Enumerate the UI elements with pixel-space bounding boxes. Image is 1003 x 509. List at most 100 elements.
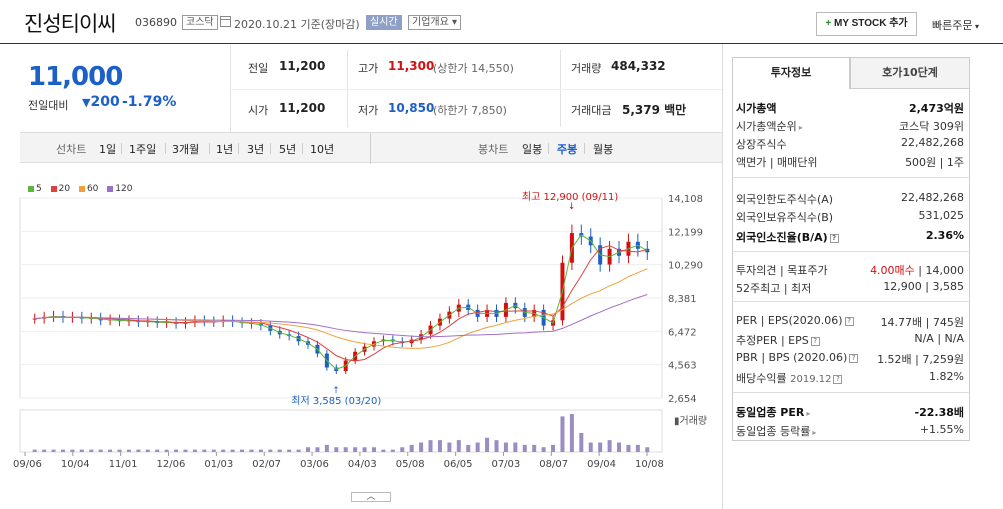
candle-daily[interactable]: 일봉 bbox=[522, 143, 543, 156]
row-label: 추정PER | EPS bbox=[736, 334, 809, 347]
period-3y[interactable]: 3년 bbox=[247, 143, 265, 156]
help-icon[interactable]: ? bbox=[844, 316, 854, 326]
divider bbox=[732, 301, 970, 302]
row-value: 22,482,268 bbox=[901, 136, 964, 149]
legend-ma5: 5 bbox=[28, 184, 42, 194]
x-tick-label: 01/03 bbox=[204, 459, 233, 470]
low-arrow-icon: ↑ bbox=[332, 386, 340, 396]
help-icon[interactable]: ? bbox=[829, 233, 839, 243]
x-tick-label: 11/01 bbox=[109, 459, 138, 470]
volume-bar bbox=[126, 449, 131, 452]
row-value: +1.55% bbox=[919, 423, 964, 436]
page-header bbox=[0, 0, 1003, 44]
y-tick-label: 14,108 bbox=[668, 194, 703, 205]
period-1y[interactable]: 1년 bbox=[216, 143, 234, 156]
market-cap-rank-row[interactable]: 시가총액순위 ▸ 코스닥 309위 bbox=[732, 116, 970, 134]
divider bbox=[230, 45, 231, 132]
tab-invest-info[interactable]: 투자정보 bbox=[732, 57, 850, 89]
y-tick-label: 4,563 bbox=[668, 361, 697, 372]
company-overview-dropdown[interactable]: 기업개요 ▾ bbox=[408, 15, 462, 30]
x-tick-label: 06/05 bbox=[444, 459, 473, 470]
add-mystock-button[interactable]: + MY STOCK 추가 bbox=[816, 12, 917, 36]
high-arrow-icon: ↓ bbox=[568, 202, 576, 212]
row-value: 1.52배 | 7,259원 bbox=[877, 353, 964, 366]
tab-quote-10[interactable]: 호가10단계 bbox=[850, 57, 970, 89]
candle-monthly[interactable]: 월봉 bbox=[593, 143, 614, 156]
divider bbox=[560, 50, 561, 127]
overview-label: 기업개요 bbox=[412, 17, 449, 28]
volume-bar bbox=[211, 449, 216, 452]
legend-label: 120 bbox=[115, 184, 133, 194]
ma-line-120 bbox=[34, 294, 648, 338]
volume-bar bbox=[221, 449, 226, 452]
chevron-right-icon: ▸ bbox=[812, 428, 817, 437]
period-10y[interactable]: 10년 bbox=[310, 143, 335, 156]
help-icon[interactable]: ? bbox=[833, 374, 843, 384]
row-value: 500원 | 1주 bbox=[905, 156, 964, 169]
industry-per-row[interactable]: 동일업종 PER ▸ -22.38배 bbox=[732, 402, 970, 420]
separator bbox=[121, 143, 122, 154]
help-icon[interactable]: ? bbox=[849, 353, 859, 363]
open-label: 시가 bbox=[248, 104, 269, 117]
chevron-right-icon: ▸ bbox=[798, 123, 803, 132]
row-value: 12,900 | 3,585 bbox=[883, 280, 964, 293]
volume-bar bbox=[240, 449, 245, 452]
period-1d[interactable]: 1일 bbox=[99, 143, 117, 156]
period-5y[interactable]: 5년 bbox=[279, 143, 297, 156]
x-tick-label: 12/06 bbox=[157, 459, 186, 470]
x-tick-label: 03/06 bbox=[300, 459, 329, 470]
volume-bar bbox=[513, 442, 518, 452]
mystock-label: MY STOCK 추가 bbox=[834, 18, 908, 29]
stock-chart[interactable]: 14,108 12,199 10,290 8,381 6,472 4,563 2,654 ▮거… bbox=[0, 190, 722, 509]
candle-body bbox=[645, 248, 650, 253]
volume-bar bbox=[164, 449, 169, 452]
foreign-limit-row: 외국인한도주식수(A) 22,482,268 bbox=[732, 189, 970, 207]
prev-close-label: 전일 bbox=[248, 62, 269, 75]
chevron-right-icon: ▸ bbox=[806, 409, 811, 418]
lower-limit: (하한가 7,850) bbox=[433, 104, 507, 117]
period-3m[interactable]: 3개월 bbox=[172, 143, 200, 156]
volume-bar bbox=[51, 449, 56, 452]
volume-bar bbox=[306, 447, 311, 452]
market-badge: 코스닥 bbox=[182, 15, 218, 30]
volume-bar bbox=[371, 447, 376, 452]
row-value: 코스닥 309위 bbox=[899, 120, 964, 133]
dividend-date: 2019.12 bbox=[790, 374, 832, 385]
legend-ma60: 60 bbox=[78, 184, 98, 194]
row-value: 2,473억원 bbox=[908, 102, 964, 115]
volume-bar bbox=[145, 449, 150, 452]
pbr-bps-row: PBR | BPS (2020.06)? 1.52배 | 7,259원 bbox=[732, 349, 970, 367]
market-cap-row: 시가총액 2,473억원 bbox=[732, 98, 970, 116]
row-value: 14.77배 | 745원 bbox=[880, 316, 964, 329]
volume-bar bbox=[277, 449, 282, 452]
change-value: ▼200 bbox=[82, 94, 120, 110]
volume-label: 거래량 bbox=[571, 62, 602, 75]
separator bbox=[209, 143, 210, 154]
candle-weekly[interactable]: 주봉 bbox=[557, 143, 578, 156]
volume-bar bbox=[32, 449, 37, 452]
row-value: N/A | N/A bbox=[914, 332, 964, 345]
separator bbox=[548, 143, 549, 154]
realtime-button[interactable]: 실시간 bbox=[366, 15, 402, 30]
volume-bar bbox=[343, 447, 348, 452]
period-1w[interactable]: 1주일 bbox=[129, 143, 157, 156]
row-value: -22.38배 bbox=[914, 406, 964, 419]
volume-plot-frame bbox=[19, 409, 663, 453]
volume-value: 484,332 bbox=[611, 59, 666, 73]
volume-bar bbox=[249, 449, 254, 452]
row-label: 상장주식수 bbox=[736, 138, 787, 151]
prev-close-value: 11,200 bbox=[279, 59, 326, 73]
help-icon[interactable]: ? bbox=[810, 336, 820, 346]
quick-order-link[interactable]: 빠른주문 ▾ bbox=[932, 17, 979, 33]
calendar-icon bbox=[220, 16, 231, 27]
volume-bar bbox=[466, 444, 471, 452]
ma-line-5 bbox=[34, 234, 648, 370]
volume-bar bbox=[447, 442, 452, 452]
expand-toggle[interactable]: ︿ bbox=[351, 492, 391, 502]
x-tick-label: 07/03 bbox=[491, 459, 520, 470]
row-label: 외국인보유주식수(B) bbox=[736, 211, 834, 224]
x-tick-label: 02/07 bbox=[252, 459, 281, 470]
industry-change-row[interactable]: 동일업종 등락률 ▸ +1.55% bbox=[732, 421, 970, 439]
volume-bar bbox=[598, 442, 603, 452]
volume-bar bbox=[569, 414, 574, 452]
